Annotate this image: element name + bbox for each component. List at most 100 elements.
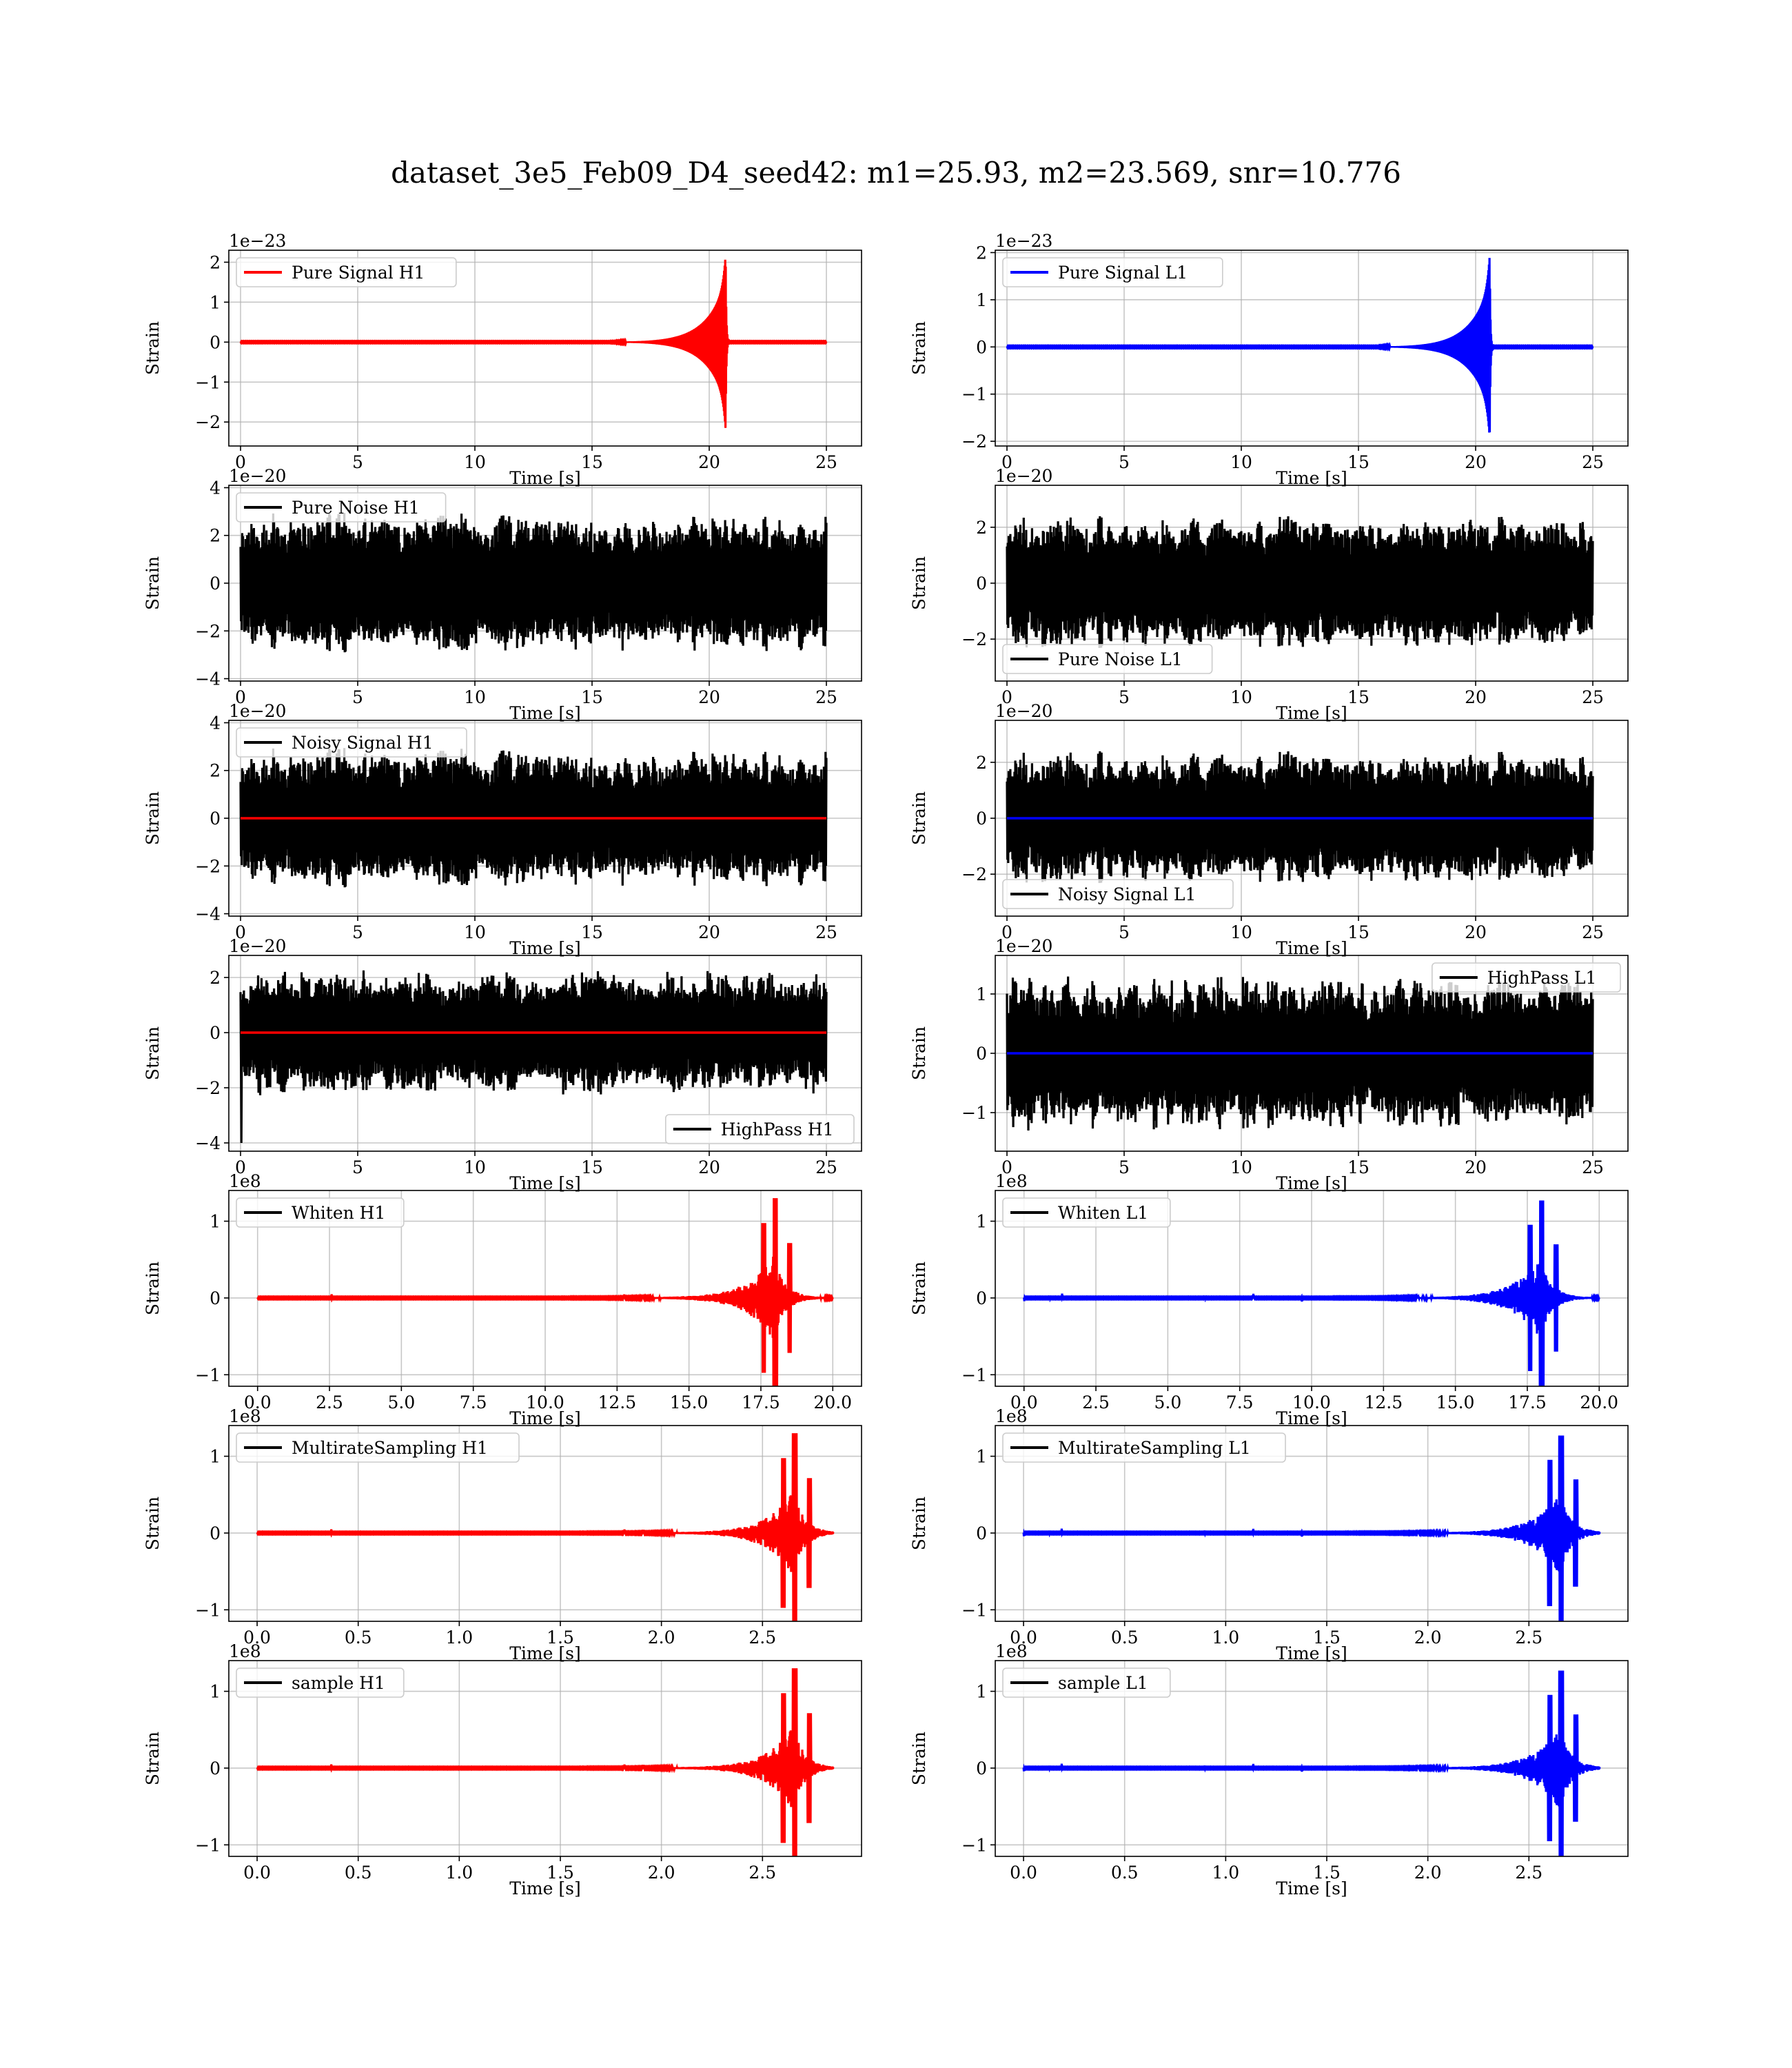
subplot-noisy-signal-h1: 0 5 10 15 20 25 −4 −2 0 2 4 Time [s] Strain 1e−20 Nois… [143,701,862,958]
x-tick-label: 0 [235,922,246,942]
x-axis-label: Time [s] [1276,468,1347,488]
x-tick-label: 10.0 [1292,1392,1331,1412]
x-tick-label: 0 [235,1157,246,1177]
y-tick-label: 1 [976,1447,987,1467]
y-axis-label: Strain [909,556,929,610]
y-tick-label: 0 [976,1288,987,1308]
y-tick-label: −2 [961,629,987,649]
x-tick-label: 20 [698,922,720,942]
x-tick-label: 0.0 [1010,1628,1037,1648]
y-tick-label: 0 [976,809,987,829]
legend-label: sample H1 [292,1673,385,1693]
x-tick-label: 1.5 [547,1863,574,1883]
y-tick-label: 0 [210,1758,221,1778]
legend-label: MultirateSampling H1 [292,1438,488,1458]
legend: Pure Noise L1 [1002,644,1213,674]
signal-series-line [1023,1200,1600,1386]
legend-box [1002,1667,1171,1698]
legend-box [236,1197,405,1228]
legend-box [236,257,457,287]
y-axis-label: Strain [909,1261,929,1315]
y-tick-label: −1 [195,372,221,392]
offset-text: 1e−23 [229,231,286,251]
legend-label: HighPass L1 [1487,968,1597,988]
legend: sample L1 [1002,1667,1171,1698]
x-tick-label: 25 [815,922,837,942]
x-axis-label: Time [s] [509,1643,580,1663]
offset-text: 1e−23 [995,231,1052,251]
x-tick-label: 15 [581,1157,603,1177]
legend: HighPass H1 [664,1114,855,1144]
y-tick-label: 0 [210,809,221,829]
subplot-sample-h1: 0.0 0.5 1.0 1.5 2.0 2.5 −1 0 1 Time [s] Strain 1e8 s… [143,1641,862,1898]
x-tick-label: 0.0 [1010,1863,1037,1883]
y-tick-label: 0 [210,1023,221,1043]
legend-box [236,1667,405,1698]
y-axis-label: Strain [143,1261,163,1315]
offset-text: 1e8 [229,1406,261,1426]
y-tick-label: −2 [195,1078,221,1098]
y-tick-label: −4 [195,669,221,689]
subplot-pure-noise-l1: 0 5 10 15 20 25 −2 0 2 Time [s] Strain 1e−20 Pure No… [909,466,1629,723]
noise-series-line [1006,516,1594,649]
noise-series-line [1006,976,1594,1131]
subplot-pure-signal-h1: 0 5 10 15 20 25 −2 −1 0 1 2 Time [s] Strain 1e−23 Pure… [143,231,862,488]
y-axis-label: Strain [143,1732,163,1785]
y-tick-label: 2 [210,761,221,781]
y-axis-label: Strain [909,1497,929,1550]
plot-area [239,970,828,1144]
legend-label: Whiten H1 [292,1203,385,1223]
x-tick-label: 0.0 [1010,1392,1038,1412]
y-tick-label: 2 [210,252,221,272]
y-tick-label: −2 [195,412,221,432]
y-axis-label: Strain [143,321,163,375]
y-tick-label: −1 [195,1600,221,1620]
y-tick-label: −1 [961,1103,987,1123]
offset-text: 1e8 [995,1641,1028,1661]
axes-frame [995,250,1629,447]
noise-series-line [239,748,828,888]
y-tick-label: 0 [976,1758,987,1778]
offset-text: 1e−20 [995,936,1052,956]
x-tick-label: 2.5 [1515,1863,1542,1883]
x-tick-label: 0 [235,687,246,707]
x-tick-label: 2.5 [749,1628,776,1648]
offset-text: 1e−20 [229,936,286,956]
x-axis-label: Time [s] [509,1173,580,1193]
y-tick-label: −1 [961,1600,987,1620]
x-tick-label: 0.5 [1111,1628,1139,1648]
x-tick-label: 1.0 [1212,1628,1239,1648]
x-tick-label: 10 [1230,687,1252,707]
subplot-highpass-h1: 0 5 10 15 20 25 −4 −2 0 2 Time [s] Strain 1e−20 HighP… [143,936,862,1193]
x-tick-label: 20 [1465,922,1487,942]
x-tick-label: 1.5 [1313,1863,1341,1883]
legend-label: Pure Noise H1 [292,498,420,518]
y-axis-label: Strain [909,321,929,375]
x-tick-label: 5 [1119,687,1130,707]
x-axis-label: Time [s] [1276,1878,1347,1898]
y-tick-label: −1 [195,1365,221,1385]
subplot-highpass-l1: 0 5 10 15 20 25 −1 0 1 Time [s] Strain 1e−20 HighPas… [909,936,1629,1193]
y-tick-label: −1 [195,1835,221,1855]
y-tick-label: 0 [210,574,221,594]
x-tick-label: 5 [1119,452,1130,472]
x-tick-label: 20 [1465,687,1487,707]
plot-area [1006,751,1594,884]
x-tick-label: 20 [698,687,720,707]
legend: MultirateSampling H1 [236,1432,520,1463]
x-tick-label: 0 [1001,687,1012,707]
legend: Noisy Signal H1 [236,727,467,758]
legend-label: Noisy Signal L1 [1058,884,1196,904]
x-axis-label: Time [s] [509,703,580,723]
x-tick-label: 20 [698,452,720,472]
x-axis-label: Time [s] [1276,703,1347,723]
y-tick-label: 0 [976,574,987,594]
offset-text: 1e−20 [995,701,1052,721]
x-tick-label: 10 [1230,452,1252,472]
signal-series-line [1006,258,1594,433]
y-tick-label: 0 [976,337,987,357]
plot-area [256,1198,834,1386]
legend-box [236,492,447,523]
x-tick-label: 0 [1001,1157,1012,1177]
x-tick-label: 25 [1582,452,1604,472]
